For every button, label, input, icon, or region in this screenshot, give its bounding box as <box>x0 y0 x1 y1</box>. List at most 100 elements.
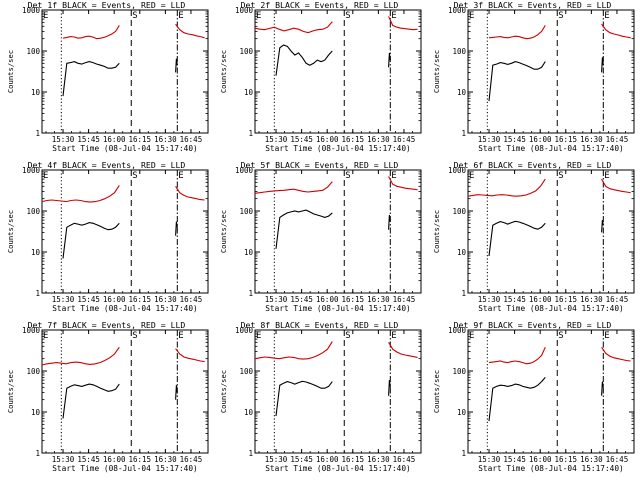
x-axis-label: Start Time (08-Jul-04 15:17:40) <box>265 464 411 473</box>
x-tick-label: 16:45 <box>180 455 203 464</box>
events-series-line <box>388 52 391 68</box>
lld-series-line <box>488 25 546 40</box>
marker-label: E <box>391 11 396 21</box>
x-tick-label: 16:45 <box>393 135 416 144</box>
x-tick-label: 16:00 <box>316 455 339 464</box>
events-series-line <box>488 377 546 422</box>
x-tick-label: 16:30 <box>367 455 390 464</box>
lld-series-line <box>388 16 418 31</box>
plot-frame <box>254 329 422 454</box>
y-tick-label: 1 <box>461 289 466 298</box>
detector-panel-6: Det 6f BLACK = Events, RED = LLD 1 10 100 10… <box>426 160 639 320</box>
detector-chart-1: Det 1f BLACK = Events, RED = LLD 1 10 100 10… <box>6 0 209 153</box>
events-series-line <box>175 58 178 73</box>
edge-label: E <box>256 11 261 21</box>
y-tick-label: 1 <box>461 449 466 458</box>
x-tick-label: 16:00 <box>316 135 339 144</box>
y-tick-label: 10 <box>457 248 467 257</box>
y-axis-label: Counts/sec <box>432 50 441 93</box>
y-tick-label: 100 <box>239 47 253 56</box>
x-tick-label: 16:30 <box>154 295 177 304</box>
x-tick-label: 16:00 <box>103 135 126 144</box>
x-axis-label: Start Time (08-Jul-04 15:17:40) <box>265 144 411 153</box>
chart-title: Det 1f BLACK = Events, RED = LLD <box>28 0 186 10</box>
edge-label: E <box>43 11 48 21</box>
x-axis-label: Start Time (08-Jul-04 15:17:40) <box>478 144 624 153</box>
events-series-line <box>62 383 120 419</box>
x-tick-label: 16:00 <box>316 295 339 304</box>
lld-series-line <box>467 178 546 197</box>
y-axis-label: Counts/sec <box>6 370 15 413</box>
x-tick-label: 15:30 <box>265 135 288 144</box>
edge-label: E <box>43 331 48 341</box>
x-axis-label: Start Time (08-Jul-04 15:17:40) <box>478 304 624 313</box>
y-tick-label: 1 <box>248 449 253 458</box>
plot-frame <box>467 9 635 134</box>
events-series-line <box>175 221 178 236</box>
marker-label: E <box>604 331 609 341</box>
y-axis-label: Counts/sec <box>6 210 15 253</box>
chart-title: Det 3f BLACK = Events, RED = LLD <box>454 0 612 10</box>
y-axis-label: Counts/sec <box>219 50 228 93</box>
x-tick-label: 15:45 <box>290 135 313 144</box>
x-tick-label: 16:45 <box>606 295 629 304</box>
plot-frame <box>41 329 209 454</box>
x-tick-label: 16:15 <box>554 455 577 464</box>
events-series-line <box>275 44 333 76</box>
x-tick-label: 16:00 <box>529 455 552 464</box>
plot-frame <box>467 169 635 294</box>
x-tick-label: 15:45 <box>503 135 526 144</box>
y-tick-label: 1000 <box>22 326 41 335</box>
lld-series-line <box>254 181 333 194</box>
y-tick-label: 1 <box>35 129 40 138</box>
x-axis-label: Start Time (08-Jul-04 15:17:40) <box>52 144 198 153</box>
y-tick-label: 10 <box>457 88 467 97</box>
x-tick-label: 16:00 <box>529 135 552 144</box>
marker-label: S <box>345 11 350 21</box>
x-tick-label: 16:30 <box>154 455 177 464</box>
x-tick-label: 16:00 <box>529 295 552 304</box>
y-tick-label: 100 <box>26 47 40 56</box>
events-series-line <box>488 61 546 102</box>
y-tick-label: 100 <box>26 207 40 216</box>
events-series-line <box>62 222 120 259</box>
y-tick-label: 100 <box>452 367 466 376</box>
marker-label: S <box>558 331 563 341</box>
x-tick-label: 15:30 <box>265 455 288 464</box>
x-tick-label: 16:45 <box>606 455 629 464</box>
marker-label: S <box>558 11 563 21</box>
y-tick-label: 10 <box>31 248 41 257</box>
y-axis-label: Counts/sec <box>432 210 441 253</box>
marker-label: S <box>558 171 563 181</box>
chart-title: Det 8f BLACK = Events, RED = LLD <box>241 320 399 330</box>
events-series-line <box>388 380 391 396</box>
detector-chart-2: Det 2f BLACK = Events, RED = LLD 1 10 100 10… <box>219 0 422 153</box>
x-tick-label: 15:45 <box>77 295 100 304</box>
x-tick-label: 16:30 <box>367 135 390 144</box>
x-tick-label: 16:15 <box>341 455 364 464</box>
marker-label: S <box>345 171 350 181</box>
detector-chart-4: Det 4f BLACK = Events, RED = LLD 1 10 100 10… <box>6 160 209 313</box>
plot-frame <box>467 329 635 454</box>
marker-label: E <box>604 11 609 21</box>
x-axis-label: Start Time (08-Jul-04 15:17:40) <box>265 304 411 313</box>
y-axis-label: Counts/sec <box>432 370 441 413</box>
detector-chart-6: Det 6f BLACK = Events, RED = LLD 1 10 100 10… <box>432 160 635 313</box>
y-tick-label: 100 <box>239 207 253 216</box>
y-axis-label: Counts/sec <box>6 50 15 93</box>
edge-label: E <box>469 331 474 341</box>
lld-series-line <box>601 23 631 39</box>
y-tick-label: 10 <box>244 408 254 417</box>
x-tick-label: 16:45 <box>393 295 416 304</box>
y-tick-label: 1000 <box>22 166 41 175</box>
edge-label: E <box>469 171 474 181</box>
y-tick-label: 100 <box>26 367 40 376</box>
lld-series-line <box>388 342 418 358</box>
chart-title: Det 4f BLACK = Events, RED = LLD <box>28 160 186 170</box>
lld-series-line <box>254 21 333 34</box>
detector-chart-5: Det 5f BLACK = Events, RED = LLD 1 10 100 10… <box>219 160 422 313</box>
detector-panel-1: Det 1f BLACK = Events, RED = LLD 1 10 100 10… <box>0 0 213 160</box>
plot-frame <box>41 9 209 134</box>
x-tick-label: 16:15 <box>128 135 151 144</box>
detector-panel-7: Det 7f BLACK = Events, RED = LLD 1 10 100 10… <box>0 320 213 480</box>
